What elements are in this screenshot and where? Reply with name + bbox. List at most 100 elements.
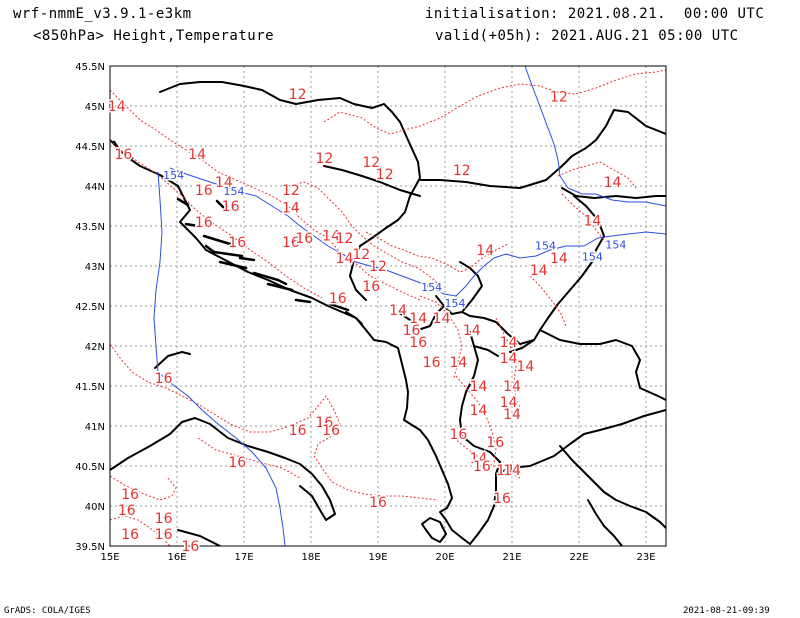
temperature-contour-label: 14	[322, 229, 340, 245]
temperature-contour-label: 14	[604, 175, 622, 191]
latitude-labels: 45.5N 45N 44.5N 44N 43.5N 43N 42.5N 42N 41.5N 41N…	[75, 62, 105, 553]
temperature-contour-label: 14	[463, 323, 481, 339]
lon-tick-label: 15E	[100, 552, 119, 563]
temperature-contour-label: 12	[376, 167, 394, 183]
temperature-contour-label: 16	[114, 147, 132, 163]
temperature-contour-label: 16	[222, 199, 240, 215]
height-contour-label: 154	[224, 185, 245, 198]
temperature-contour-label: 12	[289, 87, 307, 103]
lat-tick-label: 41.5N	[75, 382, 105, 393]
temperature-contour-label: 14	[516, 359, 534, 375]
temperature-contour-label: 16	[289, 423, 307, 439]
temperature-contours	[110, 69, 666, 546]
temperature-contour-label: 16	[493, 491, 511, 507]
italy-heel-coast	[110, 417, 336, 521]
lat-tick-label: 42.5N	[75, 302, 105, 313]
temperature-contour-label: 14	[336, 251, 354, 267]
temperature-contour-label: 16	[486, 435, 504, 451]
lat-tick-label: 43N	[85, 262, 105, 273]
temperature-contour-label: 16	[228, 455, 246, 471]
montenegro-coast	[345, 311, 363, 325]
temperature-contour-label: 14	[282, 201, 300, 217]
temperature-contour-label: 16	[155, 511, 173, 527]
temperature-contour-label: 14	[500, 395, 518, 411]
temperature-contour-label: 14	[188, 147, 206, 163]
greece-coast	[559, 445, 666, 529]
temperature-contour-label: 16	[322, 423, 340, 439]
height-contour-label: 154	[421, 281, 442, 294]
temperature-contour-label: 14	[433, 311, 451, 327]
temperature-contour-label: 14	[550, 251, 568, 267]
temperature-contour-label: 14	[476, 243, 494, 259]
lon-tick-label: 21E	[502, 552, 521, 563]
temperature-contour-label: 16	[228, 235, 246, 251]
temperature-contour-label: 16	[181, 539, 199, 555]
temperature-contour-label: 16	[362, 279, 380, 295]
temperature-contour-label: 12	[282, 183, 300, 199]
temperature-contour-label: 14	[449, 355, 467, 371]
temperature-contour-label: 16	[473, 459, 491, 475]
lon-tick-label: 23E	[636, 552, 655, 563]
italy-south-coast	[177, 529, 221, 546]
temperature-contour-label: 14	[389, 303, 407, 319]
height-contours	[153, 66, 666, 546]
greece-north-border	[495, 409, 666, 475]
lat-tick-label: 39.5N	[75, 542, 105, 553]
height-contour-label: 154	[535, 239, 556, 252]
lon-tick-label: 22E	[569, 552, 588, 563]
height-contour-label: 154	[605, 239, 626, 252]
lat-tick-label: 45N	[85, 102, 105, 113]
height-contour-label: 154	[445, 297, 466, 310]
temperature-contour-label: 14	[500, 351, 518, 367]
lat-tick-label: 40N	[85, 502, 105, 513]
sava-river	[323, 165, 421, 197]
temperature-contour-label: 16	[369, 495, 387, 511]
temperature-contour-label: 16	[423, 355, 441, 371]
temperature-contour-label: 16	[118, 503, 136, 519]
kosovo-border	[435, 261, 483, 315]
temperature-contour-label: 14	[500, 335, 518, 351]
height-contour-label: 154	[163, 169, 184, 182]
lat-lon-grid	[110, 66, 666, 546]
temperature-contour-label: 12	[362, 155, 380, 171]
credit: GrADS: COLA/IGES	[4, 606, 91, 616]
north-macedonia-north	[461, 311, 535, 345]
temperature-contour-label: 14	[496, 463, 514, 479]
model-title: wrf-nmmE_v3.9.1-e3km	[13, 6, 192, 22]
valid-time: valid(+05h): 2021.AUG.21 05:00 UTC	[435, 28, 739, 44]
serbia-romania-border	[419, 109, 666, 189]
temperature-contour-label: 12	[369, 259, 387, 275]
temperature-contour-label: 16	[121, 487, 139, 503]
lon-tick-label: 20E	[435, 552, 454, 563]
temperature-contour-label: 16	[121, 527, 139, 543]
temperature-contour-label: 16	[282, 235, 300, 251]
lat-tick-label: 43.5N	[75, 222, 105, 233]
longitude-labels: 15E 16E 17E 18E 19E 20E 21E 22E 23E	[100, 552, 655, 563]
temperature-contour-label: 16	[195, 215, 213, 231]
lon-tick-label: 17E	[234, 552, 253, 563]
bulgaria-south-border	[539, 329, 666, 401]
footer-timestamp: 2021-08-21-09:39	[683, 606, 770, 616]
lat-tick-label: 41N	[85, 422, 105, 433]
temperature-contour-label: 16	[403, 323, 421, 339]
temperature-contour-label: 14	[503, 379, 521, 395]
lat-tick-label: 44N	[85, 182, 105, 193]
lat-tick-label: 40.5N	[75, 462, 105, 473]
greek-west-coast	[469, 473, 497, 545]
temperature-contour-label: 16	[329, 291, 347, 307]
serbia-bulgaria-border	[509, 195, 605, 353]
temperature-contour-label: 12	[453, 163, 471, 179]
temperature-contour-label: 14	[503, 463, 521, 479]
temperature-contour-label: 16	[155, 527, 173, 543]
corfu-island	[421, 517, 447, 543]
temperature-contour-label: 12	[315, 151, 333, 167]
lon-tick-label: 16E	[167, 552, 186, 563]
temperature-contour-label: 12	[550, 89, 568, 105]
temperature-contour-label: 14	[583, 213, 601, 229]
temperature-contour-label: 14	[215, 175, 233, 191]
initialisation-time: initialisation: 2021.08.21. 00:00 UTC	[425, 6, 765, 22]
temperature-contour-label: 16	[155, 371, 173, 387]
dalmatian-islands	[112, 140, 350, 312]
